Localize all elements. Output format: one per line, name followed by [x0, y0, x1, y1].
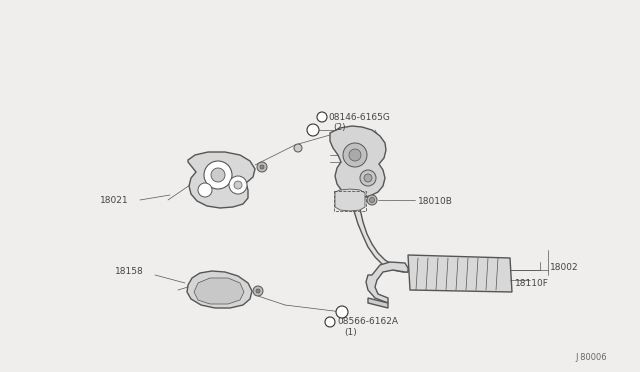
- Text: S: S: [340, 309, 344, 315]
- Circle shape: [325, 317, 335, 327]
- Text: 18002: 18002: [550, 263, 579, 273]
- Text: 08566-6162A: 08566-6162A: [337, 317, 398, 327]
- Text: R: R: [310, 127, 316, 133]
- Text: 18021: 18021: [100, 196, 129, 205]
- Circle shape: [204, 161, 232, 189]
- Text: 18158: 18158: [115, 267, 144, 276]
- Circle shape: [229, 176, 247, 194]
- Circle shape: [360, 170, 376, 186]
- Text: 18110F: 18110F: [515, 279, 549, 288]
- Circle shape: [198, 183, 212, 197]
- Circle shape: [336, 306, 348, 318]
- Circle shape: [343, 143, 367, 167]
- Text: (2): (2): [333, 122, 346, 131]
- Circle shape: [234, 181, 242, 189]
- Circle shape: [307, 124, 319, 136]
- Polygon shape: [352, 132, 408, 272]
- Text: 18010B: 18010B: [418, 196, 453, 205]
- Polygon shape: [366, 262, 408, 303]
- Polygon shape: [188, 152, 255, 208]
- Circle shape: [253, 286, 263, 296]
- Bar: [334, 191, 366, 211]
- Circle shape: [260, 165, 264, 169]
- Polygon shape: [368, 298, 388, 308]
- Text: J 80006: J 80006: [575, 353, 607, 362]
- Polygon shape: [194, 278, 244, 304]
- Circle shape: [256, 289, 260, 293]
- Text: R: R: [320, 115, 324, 119]
- Circle shape: [294, 144, 302, 152]
- Circle shape: [317, 112, 327, 122]
- Polygon shape: [330, 126, 386, 198]
- Circle shape: [211, 168, 225, 182]
- Text: 08146-6165G: 08146-6165G: [328, 112, 390, 122]
- Circle shape: [369, 198, 374, 202]
- Circle shape: [257, 162, 267, 172]
- Text: S: S: [328, 320, 332, 324]
- Text: (1): (1): [344, 327, 356, 337]
- Circle shape: [367, 195, 377, 205]
- Polygon shape: [335, 189, 365, 211]
- Circle shape: [364, 174, 372, 182]
- Circle shape: [349, 149, 361, 161]
- Polygon shape: [408, 255, 512, 292]
- Polygon shape: [187, 271, 252, 308]
